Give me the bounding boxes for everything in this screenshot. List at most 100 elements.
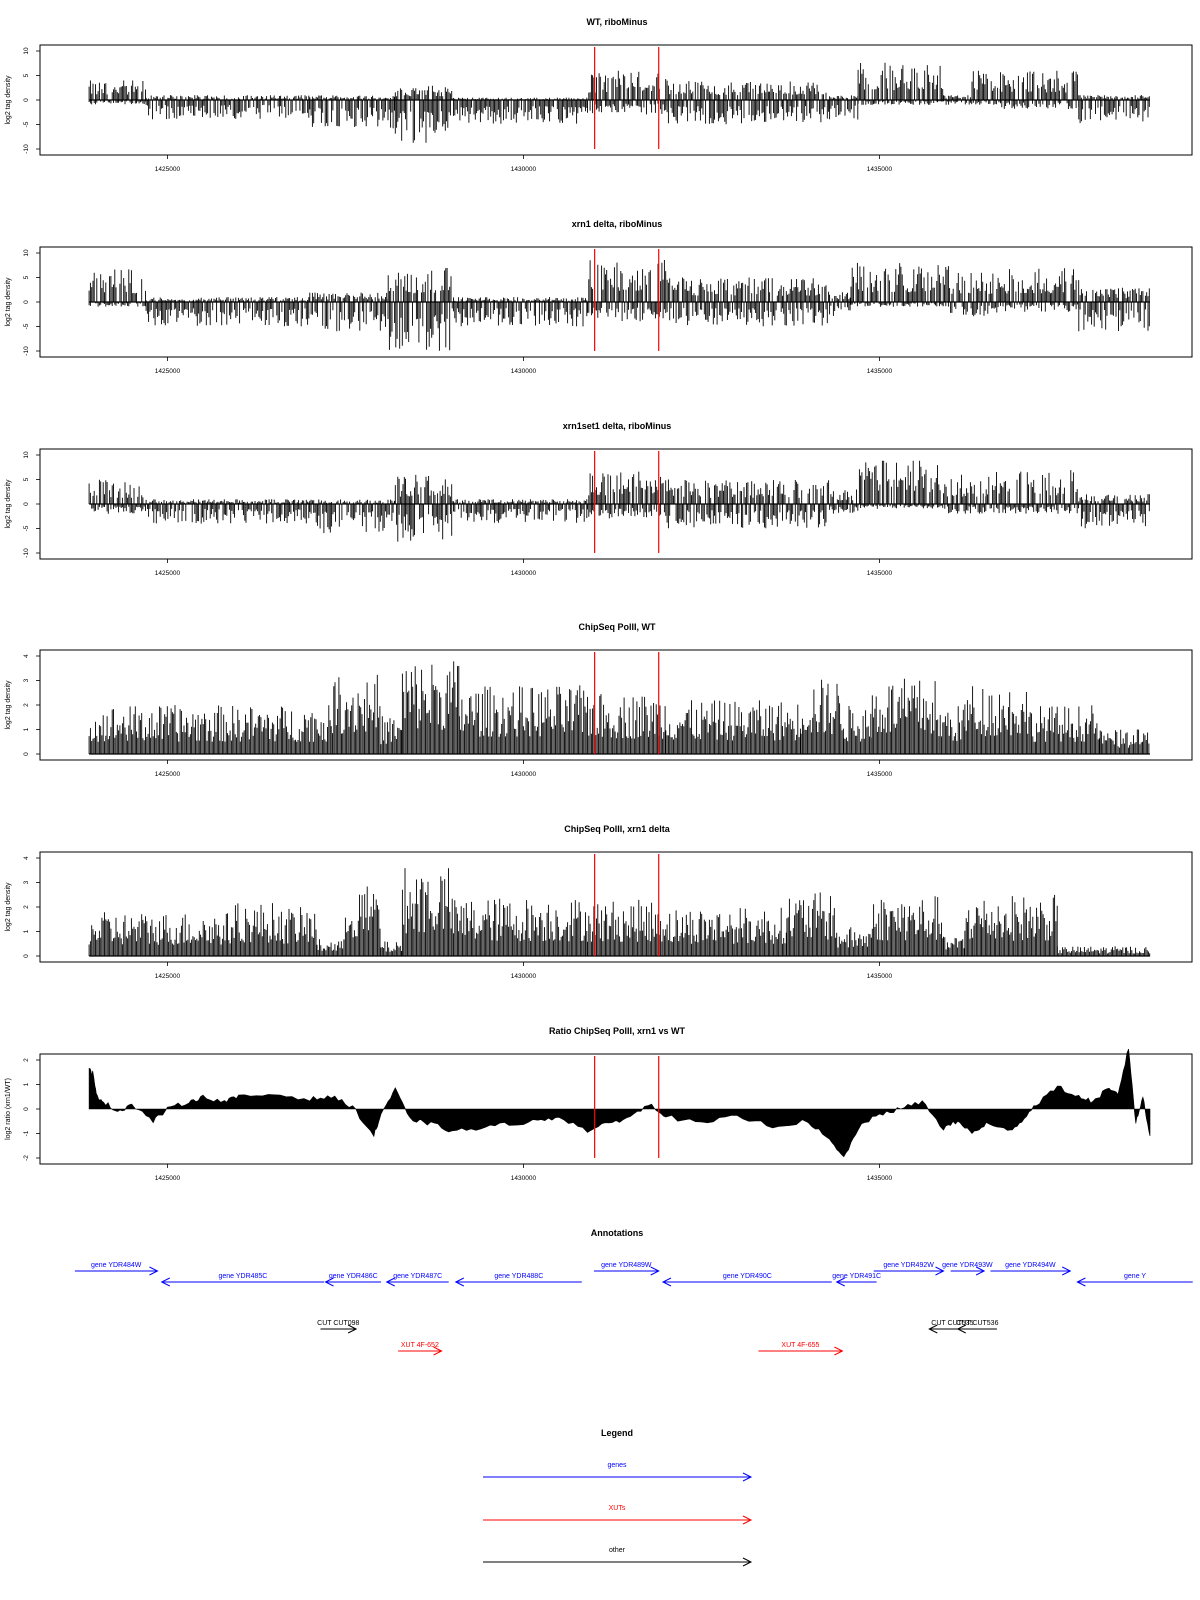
y-tick-label: 2 (23, 1058, 30, 1062)
feature-cut-cut536: CUT CUT536 (956, 1320, 999, 1334)
feature-label: gene YDR493W (942, 1262, 993, 1269)
x-tick-label: 1430000 (511, 1175, 537, 1182)
series-bars (88, 661, 1150, 754)
y-tick-label: 5 (23, 73, 30, 77)
feature-label: CUT CUT536 (956, 1320, 998, 1327)
y-tick-label: -5 (23, 525, 30, 531)
legend-item-xuts: XUTs (483, 1505, 753, 1525)
annotations-track: Annotations gene YDR484W gene YDR485C gene… (74, 1228, 1193, 1356)
arrowhead (956, 1324, 966, 1334)
y-tick-label: 5 (23, 275, 30, 279)
y-tick-label: 2 (23, 905, 30, 909)
feature-gene-ydr491c: gene YDR491C (832, 1273, 881, 1287)
arrowhead (935, 1266, 945, 1276)
series-bars (88, 868, 1151, 956)
y-tick-label: 0 (23, 502, 30, 506)
x-tick-label: 1430000 (511, 570, 537, 577)
y-tick-label: -5 (23, 323, 30, 329)
x-tick-label: 1425000 (155, 570, 181, 577)
arrowhead (742, 1557, 753, 1567)
x-tick-label: 1425000 (155, 973, 181, 980)
y-tick-label: 0 (23, 954, 30, 958)
x-tick-label: 1435000 (867, 1175, 893, 1182)
y-tick-label: 2 (23, 703, 30, 707)
legend-label: other (609, 1547, 626, 1554)
feature-label: gene YDR486C (329, 1273, 378, 1280)
feature-gene-ydr485c: gene YDR485C (160, 1273, 325, 1287)
data-marks (88, 460, 1150, 542)
panel-1: WT, riboMinus log2 tag density -10 -5 0 5 10 14… (5, 17, 1193, 173)
y-axis-label: log2 tag density (5, 479, 12, 529)
data-marks (88, 260, 1150, 351)
feature-gene-ydr492w: gene YDR492W (873, 1262, 945, 1276)
arrowhead (928, 1324, 938, 1334)
series-bars (88, 260, 1150, 351)
feature-gene-ydr489w: gene YDR489W (593, 1262, 660, 1276)
y-tick-label: 0 (23, 300, 30, 304)
feature-label: gene YDR490C (723, 1273, 772, 1280)
data-marks (88, 868, 1151, 957)
arrowhead (160, 1277, 170, 1287)
y-axis-label: log2 ratio (xrn1/WT) (5, 1078, 12, 1140)
panel-3: xrn1set1 delta, riboMinus log2 tag densit… (5, 421, 1193, 577)
y-tick-label: 0 (23, 752, 30, 756)
x-tick-label: 1425000 (155, 1175, 181, 1182)
feature-cut-cut098: CUT CUT098 (317, 1320, 360, 1334)
y-axis-label: log2 tag density (5, 882, 12, 932)
feature-gene-y: gene Y (1076, 1273, 1193, 1287)
panel-title: xrn1 delta, riboMinus (572, 219, 663, 229)
y-tick-label: -1 (23, 1130, 30, 1136)
y-axis-label: log2 tag density (5, 277, 12, 327)
legend-label: genes (607, 1462, 627, 1469)
panel-5: ChipSeq PolII, xrn1 delta log2 tag densit… (5, 824, 1193, 980)
legend-item-other: other (483, 1547, 753, 1567)
panel-title: ChipSeq PolII, xrn1 delta (564, 824, 671, 834)
y-tick-label: 3 (23, 678, 30, 682)
arrowhead (835, 1277, 845, 1287)
y-axis-label: log2 tag density (5, 75, 12, 125)
series-bars (88, 62, 1150, 143)
y-tick-label: -10 (23, 144, 30, 154)
feature-gene-ydr493w: gene YDR493W (942, 1262, 993, 1276)
y-tick-label: 0 (23, 98, 30, 102)
arrowhead (149, 1266, 159, 1276)
panel-title: Ratio ChipSeq PolII, xrn1 vs WT (549, 1026, 686, 1036)
arrowhead (1062, 1266, 1072, 1276)
ratio-area (88, 1048, 1151, 1158)
y-tick-label: 1 (23, 727, 30, 731)
feature-label: gene YDR492W (883, 1262, 934, 1269)
feature-label: gene Y (1124, 1273, 1146, 1280)
legend-title: Legend (601, 1428, 633, 1438)
data-marks (88, 1048, 1151, 1158)
x-tick-label: 1430000 (511, 973, 537, 980)
x-tick-label: 1425000 (155, 771, 181, 778)
legend: Legend genes XUTs other (483, 1428, 753, 1567)
arrowhead (433, 1346, 443, 1356)
y-tick-label: -5 (23, 121, 30, 127)
feature-xut-4f-655: XUT 4F-655 (758, 1342, 844, 1356)
feature-label: gene YDR484W (91, 1262, 142, 1269)
legend-label: XUTs (609, 1505, 626, 1512)
x-tick-label: 1430000 (511, 368, 537, 375)
arrowhead (834, 1346, 844, 1356)
y-tick-label: 10 (23, 47, 30, 55)
arrowhead (385, 1277, 395, 1287)
feature-label: gene YDR487C (393, 1273, 442, 1280)
panel-title: ChipSeq PolII, WT (579, 622, 656, 632)
y-axis-label: log2 tag density (5, 680, 12, 730)
panel-title: WT, riboMinus (587, 17, 648, 27)
y-tick-label: 1 (23, 1082, 30, 1086)
panel-4: ChipSeq PolII, WT log2 tag density 0 1 2 3 4 14… (5, 622, 1193, 778)
legend-item-genes: genes (483, 1462, 753, 1482)
panel-2: xrn1 delta, riboMinus log2 tag density -10… (5, 219, 1193, 375)
panel-6: Ratio ChipSeq PolII, xrn1 vs WT log2 rati… (5, 1026, 1193, 1182)
y-tick-label: 10 (23, 451, 30, 459)
arrowhead (347, 1324, 358, 1334)
arrowhead (975, 1266, 986, 1276)
x-tick-label: 1430000 (511, 771, 537, 778)
feature-label: gene YDR491C (832, 1273, 881, 1280)
feature-label: gene YDR485C (218, 1273, 267, 1280)
arrowhead (742, 1472, 753, 1482)
